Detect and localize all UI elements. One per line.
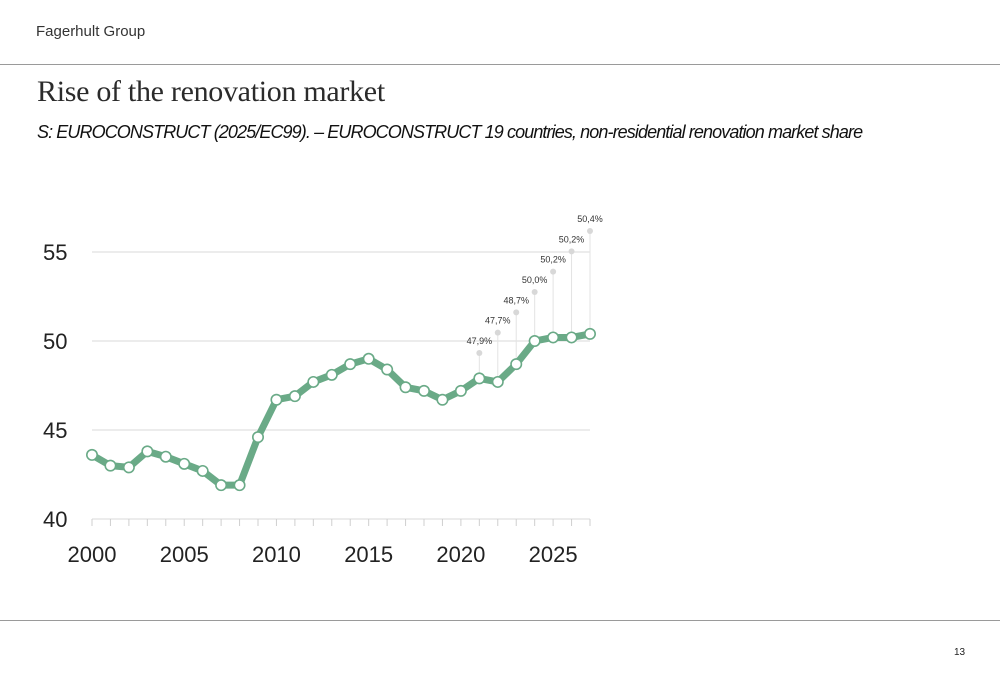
data-point-2001: [104, 459, 117, 472]
data-point-2002: [122, 461, 135, 474]
annotation-label-2023: 48,7%: [503, 295, 529, 305]
data-point-2023: [510, 358, 523, 371]
annotation-dot-2021: [476, 350, 483, 356]
annotation-dot-2027: [587, 228, 593, 234]
data-point-2004: [159, 450, 172, 463]
y-tick-label-40: 40: [43, 507, 67, 532]
company-name: Fagerhult Group: [36, 23, 146, 40]
page-subtitle: S: EUROCONSTRUCT (2025/EC99). – EUROCONS…: [37, 122, 863, 142]
data-point-2010: [270, 393, 283, 406]
data-point-2007: [215, 479, 228, 492]
x-axis: [91, 518, 591, 526]
x-tick-label-2025: 2025: [529, 542, 578, 567]
header-divider: [0, 64, 1000, 65]
data-point-2012: [307, 375, 320, 388]
annotation-dot-2022: [494, 329, 501, 336]
y-tick-label-55: 55: [43, 240, 67, 265]
page-title: Rise of the renovation market: [37, 75, 385, 108]
data-point-2015: [362, 352, 375, 365]
annotation-layer: 47,9% 47,7% 48,7% 50,0% 50,2% 50,2% 50,4%: [467, 214, 603, 382]
data-point-2000: [86, 448, 99, 461]
x-tick-label-2020: 2020: [436, 542, 485, 567]
data-point-2018: [417, 384, 430, 397]
footer-divider: [0, 620, 1000, 621]
series-line: [88, 330, 594, 489]
y-tick-label-45: 45: [43, 418, 67, 443]
annotation-label-2026: 50,2%: [559, 234, 585, 244]
annotation-label-2024: 50,0%: [522, 275, 548, 285]
annotation-dot-2024: [531, 289, 538, 295]
annotation-label-2022: 47,7%: [485, 316, 511, 326]
x-tick-label-2015: 2015: [344, 542, 393, 567]
annotation-dot-2026: [568, 248, 575, 255]
data-point-2016: [381, 363, 394, 376]
series-layer: [86, 327, 596, 492]
data-point-2003: [141, 445, 154, 458]
data-point-2021: [473, 372, 486, 385]
data-point-2014: [344, 358, 357, 371]
x-tick-label-2000: 2000: [68, 542, 117, 567]
data-point-2008: [233, 479, 246, 492]
annotation-label-2027: 50,4%: [577, 214, 603, 224]
data-point-2027: [583, 327, 596, 340]
annotation-dot-2023: [513, 309, 520, 316]
grid-lines: [92, 251, 590, 431]
data-point-2020: [454, 384, 467, 397]
data-point-2013: [325, 368, 338, 381]
data-point-2011: [288, 390, 301, 403]
data-point-2017: [399, 381, 412, 394]
data-point-2019: [436, 393, 449, 406]
data-point-2006: [196, 464, 209, 477]
x-tick-label-2005: 2005: [160, 542, 209, 567]
tick-labels: 40 45 50 55 2000 2005 2010 2015 2020 2025: [43, 240, 578, 567]
annotation-label-2025: 50,2%: [540, 255, 566, 265]
annotation-label-2021: 47,9%: [467, 336, 493, 346]
data-point-2024: [528, 334, 541, 347]
page-number: 13: [954, 647, 966, 658]
data-point-2026: [565, 331, 578, 344]
x-tick-label-2010: 2010: [252, 542, 301, 567]
y-tick-label-50: 50: [43, 329, 67, 354]
data-point-2005: [178, 457, 191, 470]
annotation-dot-2025: [550, 268, 557, 275]
data-point-2025: [547, 331, 560, 344]
data-point-2009: [252, 431, 265, 444]
data-point-2022: [491, 375, 504, 388]
